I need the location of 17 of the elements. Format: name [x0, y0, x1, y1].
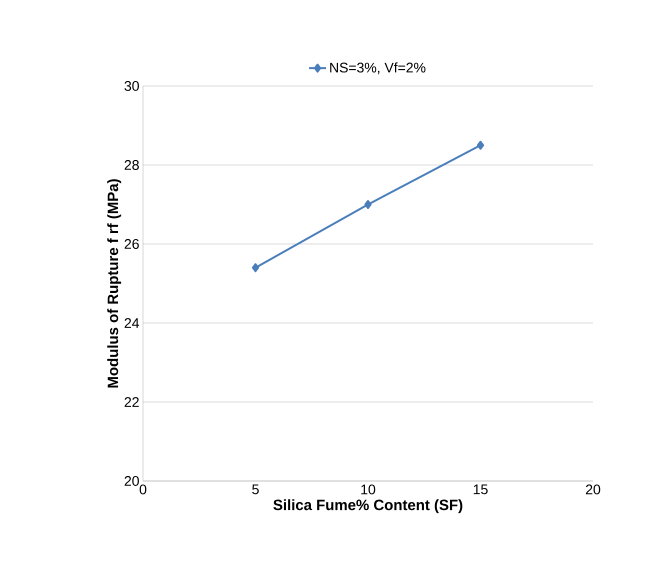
y-tick-label: 22 — [124, 397, 139, 407]
x-tick-label: 10 — [361, 484, 376, 494]
y-tick-label: 26 — [124, 239, 139, 249]
y-tick-label: 20 — [124, 476, 139, 486]
y-tick-label: 28 — [124, 160, 139, 170]
y-tick-label: 30 — [124, 81, 139, 91]
x-tick-label: 15 — [474, 484, 488, 494]
y-axis-title: Modulus of Rupture f rf (MPa) — [107, 179, 122, 388]
x-tick-label: 20 — [586, 484, 600, 494]
point — [364, 200, 372, 209]
legend-label: NS=3%, Vf=2% — [330, 62, 426, 74]
x-tick-label: 5 — [252, 484, 259, 494]
point — [476, 140, 484, 150]
point — [252, 263, 260, 272]
x-axis-title: Silica Fume% Content (SF) — [273, 499, 462, 514]
y-tick-label: 24 — [124, 318, 140, 328]
x-tick-label: 0 — [140, 484, 146, 494]
